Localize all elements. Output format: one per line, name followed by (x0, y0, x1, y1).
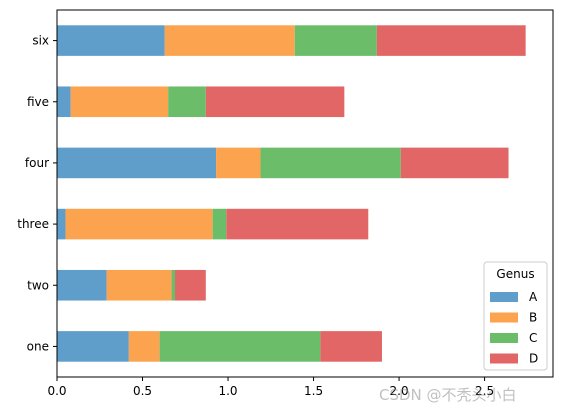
y-tick-label: one (27, 339, 49, 353)
legend-swatch-C (490, 333, 518, 343)
y-tick-label: two (27, 278, 49, 292)
bar-one-A (57, 331, 129, 362)
watermark: CSDN @不秃头小白 (379, 386, 517, 404)
bar-two-C (171, 269, 176, 301)
bars-layer (57, 25, 526, 362)
x-tick-label: 0.5 (133, 384, 152, 398)
y-tick-label: six (32, 34, 49, 48)
x-tick-label: 2.5 (475, 384, 494, 398)
legend-label-A: A (529, 290, 538, 304)
legend-label-C: C (529, 331, 537, 345)
legend-title: Genus (496, 267, 534, 281)
bar-six-C (294, 25, 377, 56)
bar-six-A (57, 25, 165, 56)
bar-four-D (400, 147, 509, 179)
bar-one-B (128, 331, 160, 362)
bar-four-B (216, 147, 261, 179)
bar-four-A (57, 147, 217, 179)
bar-five-A (57, 86, 71, 118)
bar-five-B (70, 86, 169, 118)
bar-five-D (205, 86, 345, 118)
bar-three-C (212, 208, 227, 240)
bar-three-A (57, 208, 66, 240)
x-tick-label: 0.0 (47, 384, 66, 398)
plot-frame (56, 9, 554, 378)
bar-two-A (57, 269, 107, 301)
bar-one-C (159, 331, 321, 362)
bar-three-B (65, 208, 213, 240)
y-tick-label: three (17, 217, 49, 231)
legend-swatch-D (490, 353, 518, 364)
bar-one-D (320, 331, 382, 362)
legend-swatch-B (490, 312, 518, 323)
bar-six-B (164, 25, 295, 56)
y-tick-label: five (27, 95, 49, 109)
x-tick-label: 1.5 (304, 384, 323, 398)
x-tick-label: 1.0 (218, 384, 237, 398)
bar-six-D (376, 25, 526, 56)
legend-label-B: B (529, 311, 537, 325)
bar-three-D (226, 208, 369, 240)
legend-swatch-A (490, 292, 518, 302)
bar-five-C (168, 86, 206, 118)
x-tick-label: 2.0 (390, 384, 409, 398)
y-tick-label: four (25, 156, 49, 170)
legend-label-D: D (529, 352, 538, 366)
y-axis: one two three four five six (17, 34, 57, 353)
bar-two-B (106, 269, 172, 301)
x-axis: 0.0 0.5 1.0 1.5 2.0 2.5 (47, 377, 494, 398)
bar-four-C (260, 147, 401, 179)
bar-two-D (175, 269, 206, 301)
